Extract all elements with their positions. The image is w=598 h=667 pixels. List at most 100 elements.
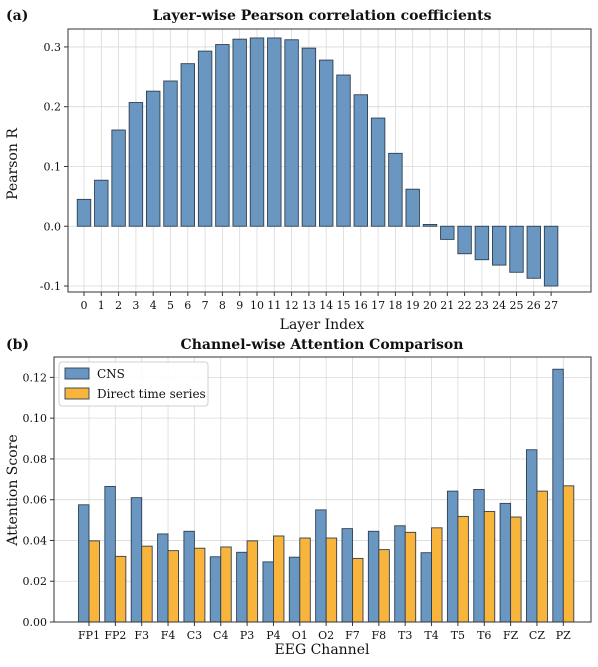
panel-a-bar-17: [370, 117, 386, 227]
legend-swatch-cns: [64, 367, 90, 380]
panel-a-bar-7: [197, 50, 213, 227]
panel-b-bar-direct-C3: [193, 547, 206, 623]
panel-b-ytick-label: 0.02: [23, 575, 48, 588]
panel-a-ylabel: Pearson R: [5, 128, 21, 200]
panel-b-bar-cns-CZ: [526, 449, 538, 623]
panel-b-bar-cns-F4: [157, 533, 169, 623]
panel-a-xtick-label: 3: [132, 299, 139, 312]
panel-b-bar-direct-P4: [273, 535, 285, 623]
panel-a-bar-11: [267, 37, 282, 227]
panel-b-plot: 0.00 0.02 0.04 0.06 0.08 0.10 0.12 FP1 FP2 F3 F4 C3…: [23, 356, 592, 642]
panel-b-bar-cns-T5: [446, 490, 459, 623]
panel-b-bar-direct-F8: [378, 549, 390, 623]
panel-a-title: Layer-wise Pearson correlation coefficie…: [153, 8, 492, 24]
panel-a-bar-14: [319, 59, 334, 227]
panel-b-xlabel: EEG Channel: [275, 642, 370, 658]
panel-b-xtick-label: C3: [187, 629, 202, 642]
panel-b-bar-cns-FZ: [499, 502, 512, 623]
panel-b-bar-direct-FP1: [88, 540, 100, 623]
panel-b-bar-cns-P3: [236, 551, 248, 623]
panel-a-bar-15: [336, 74, 351, 227]
panel-a-xtick-label: 7: [202, 299, 209, 312]
panel-a-xtick-label: 22: [458, 299, 472, 312]
panel-a-bar-21: [440, 225, 455, 240]
panel-b-bar-direct-F7: [352, 557, 364, 623]
panel-b-bar-cns-F8: [367, 530, 380, 623]
panel-a-xtick-label: 0: [81, 299, 88, 312]
panel-a-xtick-label: 2: [115, 299, 122, 312]
panel-a-ytick-label: 0.1: [44, 160, 62, 173]
legend-box: [58, 361, 209, 407]
panel-a-xtick-label: 6: [184, 299, 191, 312]
panel-b-ytick-label: 0.00: [23, 616, 48, 629]
panel-b-frame: [53, 356, 592, 623]
panel-b-xtick-label: CZ: [529, 629, 545, 642]
panel-b-bar-direct-PZ: [562, 485, 575, 623]
panel-b-legend: CNS Direct time series: [58, 361, 209, 407]
panel-a-ytick-label: 0.2: [44, 101, 62, 114]
panel-b-bar-direct-FZ: [510, 516, 522, 623]
panel-a-bar-10: [249, 37, 265, 227]
panel-b-bar-direct-F4: [167, 550, 180, 623]
panel-b-xtick-label: O1: [292, 629, 308, 642]
panel-b-bar-cns-T6: [473, 489, 485, 623]
panel-b-bar-cns-O2: [315, 509, 327, 623]
panel-a-bar-9: [232, 38, 247, 227]
panel-a-bar-1: [94, 179, 109, 227]
panel-a-xtick-label: 1: [98, 299, 105, 312]
panel-a-bar-25: [509, 225, 524, 273]
panel-b-tag: (b): [6, 337, 29, 353]
panel-a-xtick-label: 20: [423, 299, 437, 312]
panel-a-xtick-label: 17: [371, 299, 385, 312]
panel-a-xtick-label: 4: [150, 299, 157, 312]
panel-a-bar-3: [128, 102, 144, 227]
panel-b-xtick-label: FP1: [78, 629, 100, 642]
panel-a-xlabel: Layer Index: [280, 317, 365, 333]
panel-b-bar-cns-PZ: [552, 368, 564, 623]
panel-b-bar-cns-F7: [341, 528, 353, 623]
panel-b-xtick-label: F3: [134, 629, 149, 642]
panel-b-ytick-label: 0.04: [23, 534, 48, 547]
panel-a-xtick-label: 23: [475, 299, 489, 312]
panel-b-ytick-label: 0.10: [23, 412, 48, 425]
panel-b-bar-direct-FP2: [114, 555, 127, 623]
panel-b-bar-direct-CZ: [536, 490, 548, 623]
panel-b-bar-cns-T3: [394, 525, 406, 623]
panel-b-bar-cns-FP2: [104, 485, 116, 623]
panel-b-ytick-label: 0.08: [23, 453, 48, 466]
panel-a-xtick-label: 25: [510, 299, 524, 312]
panel-a-xtick-label: 11: [267, 299, 281, 312]
panel-a-xtick-label: 8: [219, 299, 226, 312]
panel-b-bar-direct-O1: [299, 537, 311, 623]
panel-a-bar-18: [388, 152, 403, 227]
panel-b-xtick-label: T3: [398, 629, 412, 642]
legend-label-cns: CNS: [97, 367, 125, 381]
panel-a-frame: [67, 28, 592, 293]
panel-b-bar-cns-C4: [209, 556, 222, 623]
panel-b-bar-direct-T5: [457, 515, 469, 623]
panel-b-bar-direct-F3: [141, 545, 153, 623]
panel-a-bar-0: [76, 198, 92, 227]
panel-b-bar-cns-FP1: [78, 504, 90, 623]
panel-a-bar-26: [526, 225, 541, 279]
panel-b-ylabel: Attention Score: [5, 434, 21, 546]
panel-b-bar-cns-F3: [130, 497, 143, 623]
panel-b-xtick-label: T6: [477, 629, 491, 642]
panel-a-bar-24: [492, 225, 507, 266]
panel-a-bar-13: [301, 47, 317, 227]
panel-b-xtick-label: T4: [424, 629, 438, 642]
panel-a-xtick-label: 13: [302, 299, 316, 312]
panel-a-xtick-label: 9: [236, 299, 243, 312]
panel-b-xtick-label: T5: [451, 629, 465, 642]
panel-a-xtick-label: 14: [319, 299, 333, 312]
panel-b-bar-direct-T3: [404, 531, 417, 623]
panel-b-bar-cns-P4: [262, 561, 274, 623]
panel-b-xtick-label: F8: [372, 629, 387, 642]
panel-a-xtick-label: 27: [544, 299, 558, 312]
panel-a-bar-5: [163, 80, 178, 227]
panel-a-xtick-label: 21: [440, 299, 454, 312]
panel-a-xtick-label: 10: [250, 299, 264, 312]
panel-b-bar-direct-T4: [431, 527, 443, 623]
panel-b-xtick-label: F4: [161, 629, 176, 642]
panel-a-xtick-label: 18: [388, 299, 402, 312]
